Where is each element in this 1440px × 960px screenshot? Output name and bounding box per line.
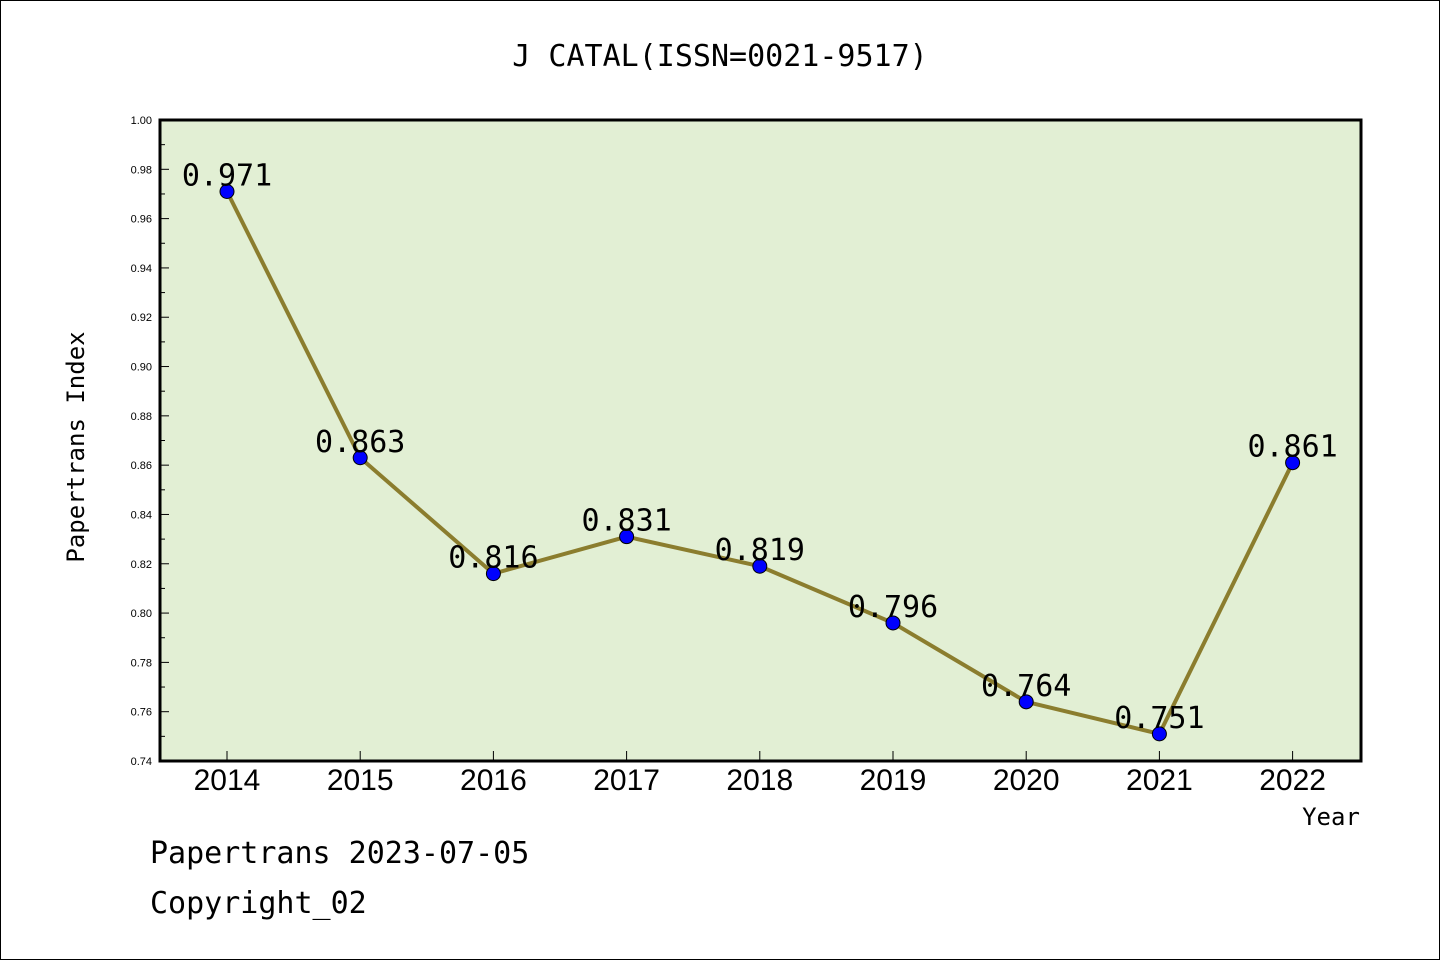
data-point xyxy=(1018,694,1034,710)
plot-area xyxy=(160,120,1361,761)
x-tick-label: 2021 xyxy=(1126,764,1193,797)
plot-border xyxy=(158,118,1363,763)
data-label: 0.861 xyxy=(1247,430,1337,465)
y-tick-label: 0.84 xyxy=(131,509,152,521)
data-label: 0.816 xyxy=(448,541,538,576)
x-tick-label: 2017 xyxy=(593,764,660,797)
x-tick-label: 2015 xyxy=(327,764,394,797)
y-tick-label: 0.88 xyxy=(131,411,152,423)
y-tick-label: 0.86 xyxy=(131,460,152,472)
x-tick-label: 2022 xyxy=(1259,764,1326,797)
footer-copyright: Copyright_02 xyxy=(150,886,367,921)
x-tick-label: 2016 xyxy=(460,764,527,797)
x-tick-label: 2020 xyxy=(993,764,1060,797)
x-axis-label: Year xyxy=(1302,803,1360,831)
y-tick-label: 0.80 xyxy=(131,608,152,620)
y-tick-label: 0.78 xyxy=(131,657,152,669)
y-tick-label: 0.98 xyxy=(131,164,152,176)
footer-date: Papertrans 2023-07-05 xyxy=(150,836,530,871)
data-label: 0.751 xyxy=(1114,701,1204,736)
data-point xyxy=(1285,455,1301,471)
data-point xyxy=(485,566,501,582)
series-layer: 0.971 0.863 0.816 0.831 0.819 0.796 0.764 0.751… xyxy=(182,158,1338,742)
data-point xyxy=(352,450,368,466)
data-label: 0.796 xyxy=(848,590,938,625)
y-tick-label: 0.74 xyxy=(131,756,152,768)
x-tick-label: 2014 xyxy=(194,764,261,797)
data-point xyxy=(752,558,768,574)
data-point xyxy=(619,529,635,545)
data-label: 0.831 xyxy=(581,504,671,539)
x-tick-label: 2019 xyxy=(860,764,927,797)
axis-ticks: 0.74 0.76 0.78 0.80 0.82 0.84 0.86 0.88 0.90 0.92… xyxy=(131,115,1326,797)
data-label: 0.971 xyxy=(182,158,272,193)
y-tick-label: 0.76 xyxy=(131,707,152,719)
y-tick-label: 0.90 xyxy=(131,362,152,374)
data-label: 0.764 xyxy=(981,669,1071,704)
y-tick-label: 0.82 xyxy=(131,559,152,571)
data-point xyxy=(1151,726,1167,742)
data-point xyxy=(219,183,235,199)
y-tick-label: 0.92 xyxy=(131,312,152,324)
x-tick-label: 2018 xyxy=(726,764,793,797)
chart-title: J CATAL(ISSN=0021-9517) xyxy=(512,39,927,74)
data-label: 0.819 xyxy=(715,533,805,568)
y-axis-label: Papertrans Index xyxy=(62,331,90,562)
data-label: 0.863 xyxy=(315,425,405,460)
y-tick-label: 0.96 xyxy=(131,214,152,226)
data-point xyxy=(885,615,901,631)
y-tick-label: 1.00 xyxy=(131,115,152,127)
y-tick-label: 0.94 xyxy=(131,263,152,275)
